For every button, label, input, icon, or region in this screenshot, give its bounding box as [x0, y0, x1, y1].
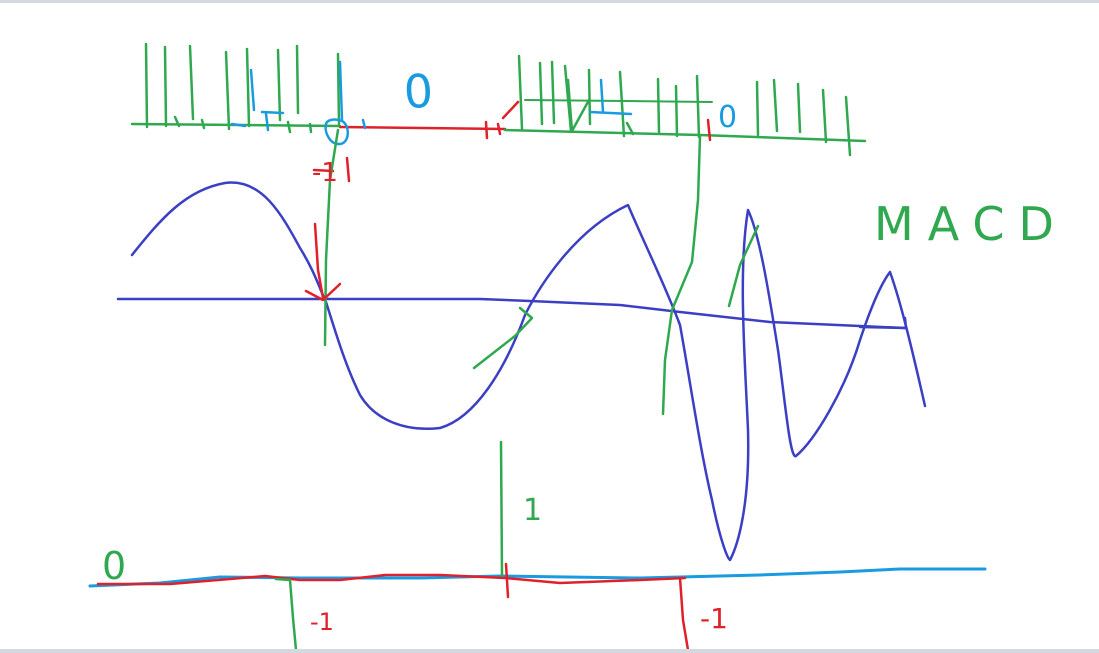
red-tick [706, 118, 712, 142]
minus-one-label-right: -1 [700, 602, 728, 635]
histogram-bar [618, 70, 626, 138]
window-bottom-border [0, 649, 1099, 653]
histogram-bar [796, 82, 802, 134]
macd-line [130, 181, 927, 562]
histogram-tick [173, 115, 181, 128]
bearish-marks-top [312, 100, 712, 183]
histogram-bar [587, 68, 592, 126]
blue-tick [338, 60, 344, 122]
plus-one-label: 1 [523, 493, 542, 528]
histogram-bar [656, 77, 661, 134]
blue-tick [599, 78, 605, 114]
histogram-bar [755, 80, 760, 137]
histogram-bar [550, 60, 556, 125]
bottom-green-pulse-up [499, 440, 504, 578]
bottom-red-tick [504, 562, 510, 599]
bottom-baseline [88, 567, 987, 588]
blue-tick [588, 110, 633, 116]
bottom-red-signal [96, 573, 687, 586]
histogram-bar [144, 42, 149, 129]
blue-tick [264, 112, 270, 132]
histogram-tick [625, 121, 635, 136]
zero-markers-left [230, 60, 367, 132]
down-arrow-icon [304, 222, 342, 302]
minus-one-label-top: -1 [312, 158, 338, 188]
arrow-head [304, 282, 342, 302]
red-tick [312, 168, 335, 173]
top-histogram [130, 42, 867, 183]
histogram-bar [163, 45, 168, 128]
histogram-upper-line [524, 99, 713, 103]
red-tick [501, 100, 520, 120]
histogram-bar [276, 48, 282, 122]
signal-line-right [858, 316, 908, 330]
crossover-guide-3 [661, 134, 702, 416]
zero-label-top-right: 0 [718, 100, 737, 135]
histogram-tick [566, 78, 591, 133]
histogram-baseline-red [338, 125, 507, 131]
window-top-border [0, 0, 1099, 3]
arrow-shaft [313, 222, 325, 300]
histogram-bar [224, 50, 231, 131]
crossover-guides [323, 128, 760, 416]
blue-tick [249, 68, 256, 112]
zero-label-top-left: 0 [402, 64, 434, 119]
histogram-tick [200, 118, 206, 130]
histogram-bar [821, 88, 828, 144]
histogram-bar [695, 74, 701, 139]
histogram-bars-right [517, 54, 852, 157]
histogram-bar [538, 61, 544, 126]
zero-label-bottom: 0 [102, 544, 126, 588]
histogram-baseline-right [503, 128, 867, 143]
bottom-green-pulse-down-left [274, 577, 298, 652]
circle-marker-icon [324, 118, 349, 146]
blue-tick [260, 110, 285, 115]
crossover-guide-1 [323, 128, 340, 347]
crossover-guide-2 [472, 306, 534, 370]
red-tick [345, 156, 351, 183]
histogram-tick [286, 120, 292, 134]
macd-chart [116, 181, 927, 562]
bottom-strip [88, 440, 987, 652]
signal-line [116, 297, 907, 330]
histogram-bar [772, 78, 779, 133]
histogram-bar [188, 44, 195, 121]
blue-tick [361, 118, 367, 130]
histogram-bar [844, 95, 852, 157]
histogram-bar [245, 47, 251, 128]
histogram-bar [295, 44, 300, 115]
red-tick [496, 122, 502, 136]
histogram-tick [308, 122, 313, 134]
histogram-bar [336, 52, 341, 128]
histogram-bar [517, 54, 524, 131]
blue-tick [230, 122, 247, 128]
histogram-bars-left [144, 42, 341, 134]
crossover-guide-4 [727, 224, 760, 308]
bottom-red-pulse-down-right [678, 576, 690, 652]
zero-markers-right [588, 78, 633, 116]
minus-one-label-left: -1 [310, 608, 334, 636]
red-tick [484, 120, 489, 140]
histogram-bar [674, 84, 679, 138]
macd-title: MACD [874, 197, 1068, 251]
